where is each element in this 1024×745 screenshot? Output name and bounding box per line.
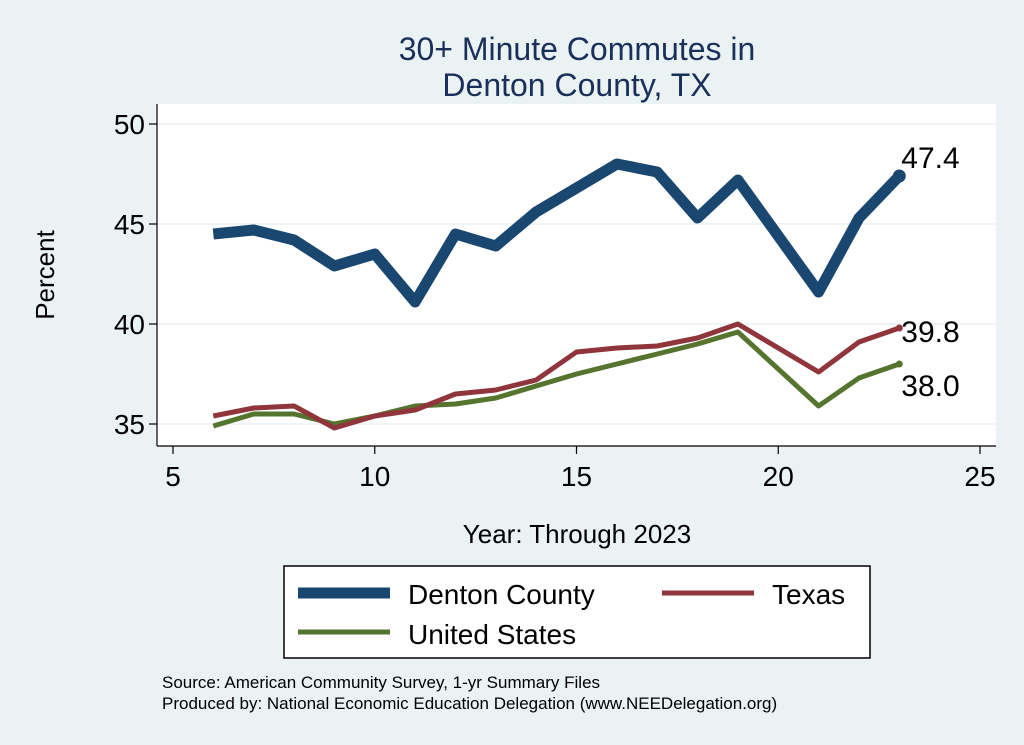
end-point-denton-county <box>892 169 906 183</box>
y-tick-label-35: 35 <box>114 409 145 440</box>
x-axis-title: Year: Through 2023 <box>463 519 691 549</box>
y-tick-label-50: 50 <box>114 109 145 140</box>
y-axis-title: Percent <box>30 229 60 319</box>
x-tick-label-20: 20 <box>763 461 794 492</box>
legend-label-texas: Texas <box>772 579 845 610</box>
gridlines <box>157 123 996 425</box>
end-point-texas <box>895 324 903 332</box>
axes: 35 40 45 50 5 10 15 20 25 <box>114 104 996 492</box>
legend-box <box>283 565 871 659</box>
chart-title-line-2: Denton County, TX <box>442 67 711 103</box>
series-lines <box>212 158 906 431</box>
end-label-denton-county: 47.4 <box>901 142 959 175</box>
y-tick-label-40: 40 <box>114 309 145 340</box>
series-line-denton-county <box>212 158 904 308</box>
end-labels: 38.0 39.8 47.4 <box>901 142 959 403</box>
series-line-texas <box>212 321 901 431</box>
legend: Denton County Texas United States <box>283 565 871 659</box>
end-label-united-states: 38.0 <box>901 370 959 403</box>
legend-label-united-states: United States <box>408 619 576 650</box>
chart-title-line-1: 30+ Minute Commutes in <box>399 31 756 67</box>
legend-label-denton-county: Denton County <box>408 579 595 610</box>
source-note: Source: American Community Survey, 1-yr … <box>162 673 600 692</box>
x-tick-label-25: 25 <box>964 461 995 492</box>
end-point-united-states <box>895 360 903 368</box>
producer-note: Produced by: National Economic Education… <box>162 694 777 713</box>
y-tick-label-45: 45 <box>114 209 145 240</box>
x-tick-label-10: 10 <box>359 461 390 492</box>
plot-area <box>157 104 996 446</box>
end-label-texas: 39.8 <box>901 316 959 349</box>
x-tick-label-15: 15 <box>561 461 592 492</box>
x-tick-label-5: 5 <box>165 461 181 492</box>
